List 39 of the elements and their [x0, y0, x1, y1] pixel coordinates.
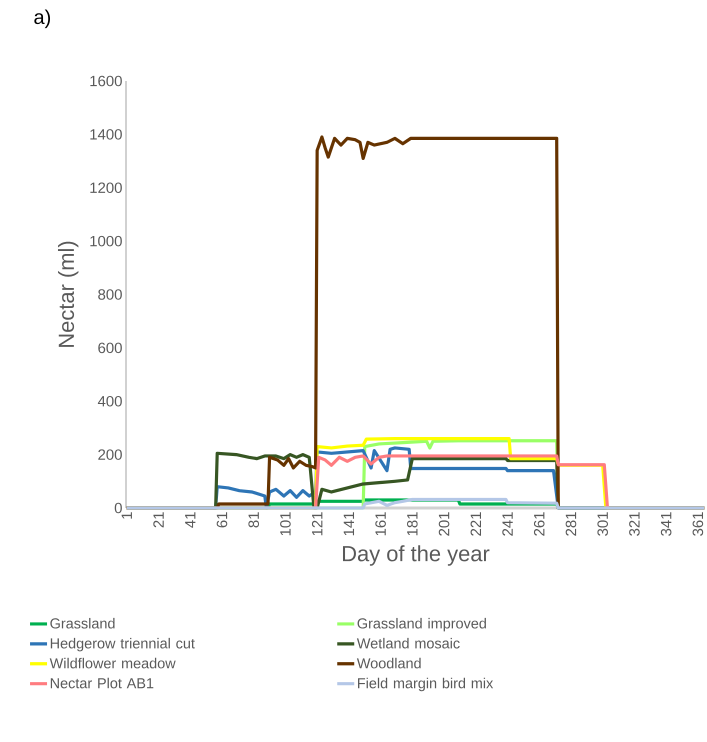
legend-label: Nectar Plot AB1: [51, 678, 154, 688]
y-tick-label: 400: [98, 396, 122, 407]
x-tick-label: 41: [185, 512, 196, 528]
legend-label: Wetland mosaic: [357, 638, 460, 648]
x-tick-label: 221: [470, 512, 482, 536]
legend-label: Field margin bird mix: [358, 678, 494, 692]
x-tick-label: 141: [344, 512, 354, 536]
x-tick-label: 1: [122, 512, 132, 519]
x-tick-label: 321: [629, 512, 640, 536]
chart-title: a): [34, 10, 50, 28]
legend-label: Wildflower meadow: [50, 658, 176, 668]
x-axis-title: Day of the year: [343, 545, 490, 566]
y-axis-title: Nectar (ml): [58, 242, 79, 347]
legend-label: Hedgerow triennial cut: [51, 638, 196, 652]
y-tick-label: 600: [98, 342, 122, 354]
x-tick-label: 121: [312, 512, 323, 536]
x-tick-label: 241: [502, 512, 513, 536]
y-tick-label: 800: [98, 289, 122, 300]
x-tick-label: 181: [407, 512, 418, 536]
legend-label: Grassland improved: [358, 618, 486, 632]
y-tick-label: 1400: [90, 129, 122, 140]
x-tick-label: 341: [661, 512, 672, 536]
x-tick-label: 101: [280, 512, 291, 536]
y-tick-label: 1600: [90, 76, 122, 86]
x-tick-label: 61: [216, 512, 228, 528]
y-tick-label: 1200: [90, 182, 122, 194]
legend-label: Woodland: [357, 658, 421, 668]
x-tick-label: 281: [566, 512, 576, 536]
x-tick-label: 361: [692, 512, 704, 536]
legend-label: Grassland: [50, 618, 115, 629]
x-tick-label: 21: [154, 512, 164, 528]
y-tick-label: 0: [115, 502, 122, 514]
y-tick-label: 1000: [90, 236, 122, 246]
x-tick-label: 161: [376, 512, 386, 536]
x-tick-label: 81: [248, 512, 260, 528]
x-tick-label: 201: [439, 512, 450, 536]
y-tick-label: 200: [98, 449, 122, 460]
x-tick-label: 261: [534, 512, 545, 536]
x-tick-label: 301: [598, 512, 608, 536]
